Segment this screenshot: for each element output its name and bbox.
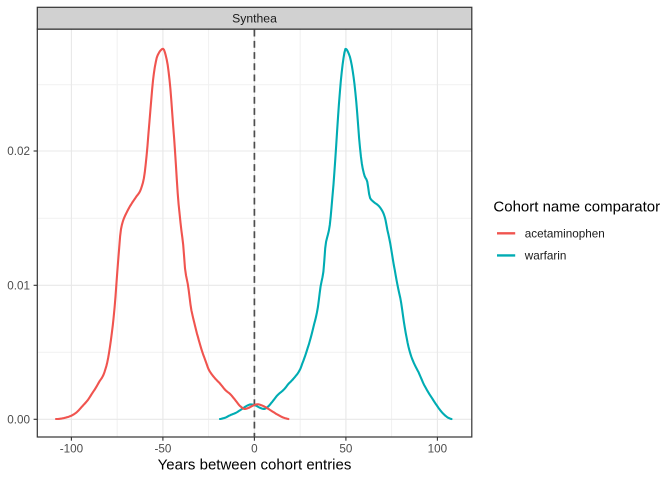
- svg-text:-100: -100: [60, 443, 84, 456]
- svg-text:Synthea: Synthea: [232, 12, 277, 26]
- svg-text:-50: -50: [154, 443, 171, 456]
- svg-text:acetaminophen: acetaminophen: [525, 227, 605, 240]
- svg-text:0.01: 0.01: [7, 279, 30, 292]
- svg-text:Cohort name comparator: Cohort name comparator: [493, 199, 660, 216]
- svg-text:0.02: 0.02: [7, 145, 30, 158]
- svg-text:0.00: 0.00: [7, 413, 30, 426]
- svg-text:Years between cohort entries: Years between cohort entries: [158, 457, 352, 474]
- svg-text:100: 100: [428, 443, 448, 456]
- svg-text:50: 50: [339, 443, 353, 456]
- svg-text:0: 0: [251, 443, 258, 456]
- svg-text:warfarin: warfarin: [524, 249, 567, 262]
